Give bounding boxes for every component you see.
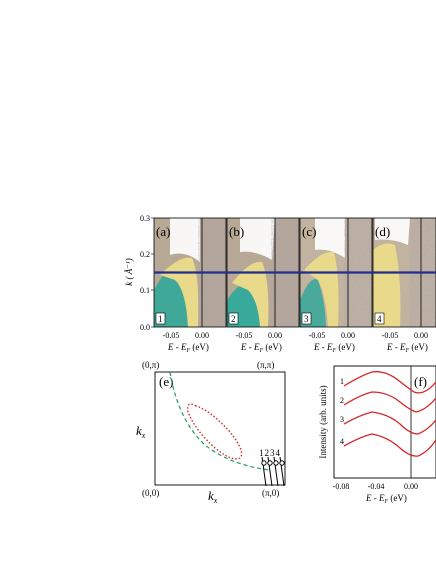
x-tick-d-1: 0.00 (414, 331, 428, 340)
corner-tr-label: (π,π) (257, 360, 274, 370)
panel-f-xlabel: E - EF (eV) (365, 493, 407, 505)
arpes-panel-numbers: 1 2 3 4 (155, 312, 385, 325)
panel-label-e: (e) (159, 374, 173, 389)
x-tick-d-0: -0.05 (382, 331, 399, 340)
corner-bl-label: (0,0) (142, 488, 159, 498)
edc-curve-4 (343, 433, 436, 457)
cut-markers (261, 456, 285, 487)
cut-numbers: 1234 (259, 448, 281, 458)
panel-label-b: (b) (229, 224, 244, 239)
x-label-a: E - EF (eV) (167, 342, 209, 354)
y-tick-2: 0.1 (140, 286, 150, 295)
edc-curve-1 (343, 371, 436, 394)
x-label-b: E - EF (eV) (240, 342, 282, 354)
edc-label-3: 3 (340, 415, 344, 424)
f-xtick-0: -0.08 (333, 482, 350, 491)
edc-curve-labels: 1 2 3 4 (340, 377, 344, 446)
x-label-d: E - EF (eV) (386, 342, 428, 354)
x-tick-c-0: -0.05 (309, 331, 326, 340)
x-tick-c-1: 0.00 (341, 331, 355, 340)
y-tick-3: 0.0 (140, 323, 150, 332)
panel-label-a: (a) (156, 224, 170, 239)
edc-label-1: 1 (340, 377, 344, 386)
y-tick-0: 0.3 (140, 214, 150, 223)
arpes-panel-labels: (a) (b) (c) (d) (156, 224, 390, 239)
y-tick-1: 0.2 (140, 250, 150, 259)
x-label-c: E - EF (eV) (313, 342, 355, 354)
bz-frame (154, 371, 286, 486)
x-tick-a-1: 0.00 (195, 331, 209, 340)
panel-f-xticks: -0.08 -0.04 0.00 (333, 482, 418, 491)
top-x-axis: -0.05 0.00 -0.05 0.00 -0.05 0.00 -0.05 0… (163, 331, 428, 340)
edc-curve-3 (343, 411, 436, 435)
panel-number-2: 2 (231, 314, 236, 324)
corner-tl-label: (0,π) (142, 360, 159, 370)
top-y-axis: 0.3 0.2 0.1 0.0 (140, 214, 154, 332)
panel-label-c: (c) (302, 224, 316, 239)
panel-number-3: 3 (304, 314, 309, 324)
panel-f: (f) 1 2 3 4 Intensity (arb. units) -0.08… (318, 365, 436, 505)
top-y-axis-label: k ( Å⁻¹) (124, 258, 134, 285)
x-tick-b-0: -0.05 (236, 331, 253, 340)
f-xtick-2: 0.00 (404, 482, 418, 491)
x-tick-a-0: -0.05 (163, 331, 180, 340)
hole-pocket (186, 403, 243, 460)
top-x-labels: E - EF (eV) E - EF (eV) E - EF (eV) E - … (167, 342, 428, 354)
edc-frame (333, 365, 436, 479)
panel-e-xlabel: kx (208, 488, 218, 505)
panel-number-1: 1 (158, 314, 163, 324)
panel-number-4: 4 (377, 314, 382, 324)
edc-label-4: 4 (340, 437, 344, 446)
panel-f-ylabel: Intensity (arb. units) (318, 385, 328, 458)
x-tick-b-1: 0.00 (268, 331, 282, 340)
edc-label-2: 2 (340, 396, 344, 405)
corner-br-label: (π,0) (262, 488, 279, 498)
panel-label-f: (f) (414, 374, 427, 389)
f-xtick-1: -0.04 (368, 482, 385, 491)
panel-e: (0,π) (π,π) (0,0) (π,0) (e) 1234 kx kx (136, 360, 286, 505)
edc-curves (343, 371, 436, 457)
panel-e-ylabel: kx (136, 423, 146, 440)
edc-curve-2 (343, 391, 436, 413)
panel-label-d: (d) (375, 224, 390, 239)
fermi-surface-curve (169, 371, 271, 471)
